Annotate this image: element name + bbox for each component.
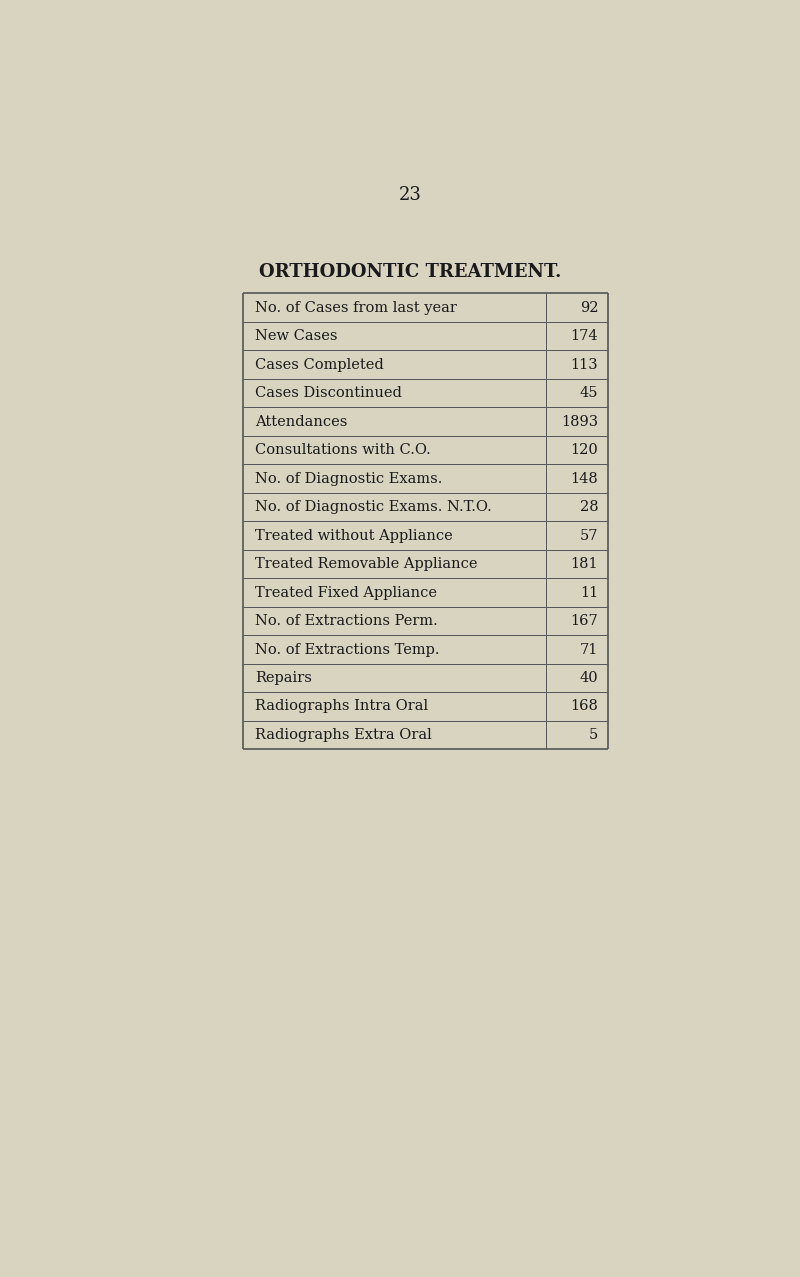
Text: 120: 120 — [570, 443, 598, 457]
Text: No. of Extractions Perm.: No. of Extractions Perm. — [255, 614, 438, 628]
Text: 57: 57 — [580, 529, 598, 543]
Text: 167: 167 — [570, 614, 598, 628]
Text: Radiographs Intra Oral: Radiographs Intra Oral — [255, 700, 428, 714]
Text: 168: 168 — [570, 700, 598, 714]
Text: Cases Discontinued: Cases Discontinued — [255, 386, 402, 400]
Text: New Cases: New Cases — [255, 329, 338, 344]
Text: Treated without Appliance: Treated without Appliance — [255, 529, 453, 543]
Text: Radiographs Extra Oral: Radiographs Extra Oral — [255, 728, 432, 742]
Text: No. of Cases from last year: No. of Cases from last year — [255, 300, 457, 314]
Text: 23: 23 — [398, 185, 422, 203]
Text: Cases Completed: Cases Completed — [255, 358, 384, 372]
Text: Consultations with C.O.: Consultations with C.O. — [255, 443, 430, 457]
Text: 181: 181 — [570, 557, 598, 571]
Text: ORTHODONTIC TREATMENT.: ORTHODONTIC TREATMENT. — [259, 263, 561, 281]
Text: Treated Fixed Appliance: Treated Fixed Appliance — [255, 586, 437, 599]
Text: 45: 45 — [580, 386, 598, 400]
Text: 28: 28 — [580, 501, 598, 515]
Text: 1893: 1893 — [562, 415, 598, 429]
Text: Treated Removable Appliance: Treated Removable Appliance — [255, 557, 478, 571]
Text: 11: 11 — [580, 586, 598, 599]
Text: Repairs: Repairs — [255, 670, 312, 684]
Text: 174: 174 — [570, 329, 598, 344]
Text: Attendances: Attendances — [255, 415, 347, 429]
Text: No. of Diagnostic Exams. N.T.O.: No. of Diagnostic Exams. N.T.O. — [255, 501, 492, 515]
Text: 113: 113 — [570, 358, 598, 372]
Text: 5: 5 — [589, 728, 598, 742]
Text: No. of Diagnostic Exams.: No. of Diagnostic Exams. — [255, 471, 442, 485]
Text: No. of Extractions Temp.: No. of Extractions Temp. — [255, 642, 439, 656]
Text: 92: 92 — [580, 300, 598, 314]
Text: 40: 40 — [580, 670, 598, 684]
Text: 71: 71 — [580, 642, 598, 656]
Text: 148: 148 — [570, 471, 598, 485]
